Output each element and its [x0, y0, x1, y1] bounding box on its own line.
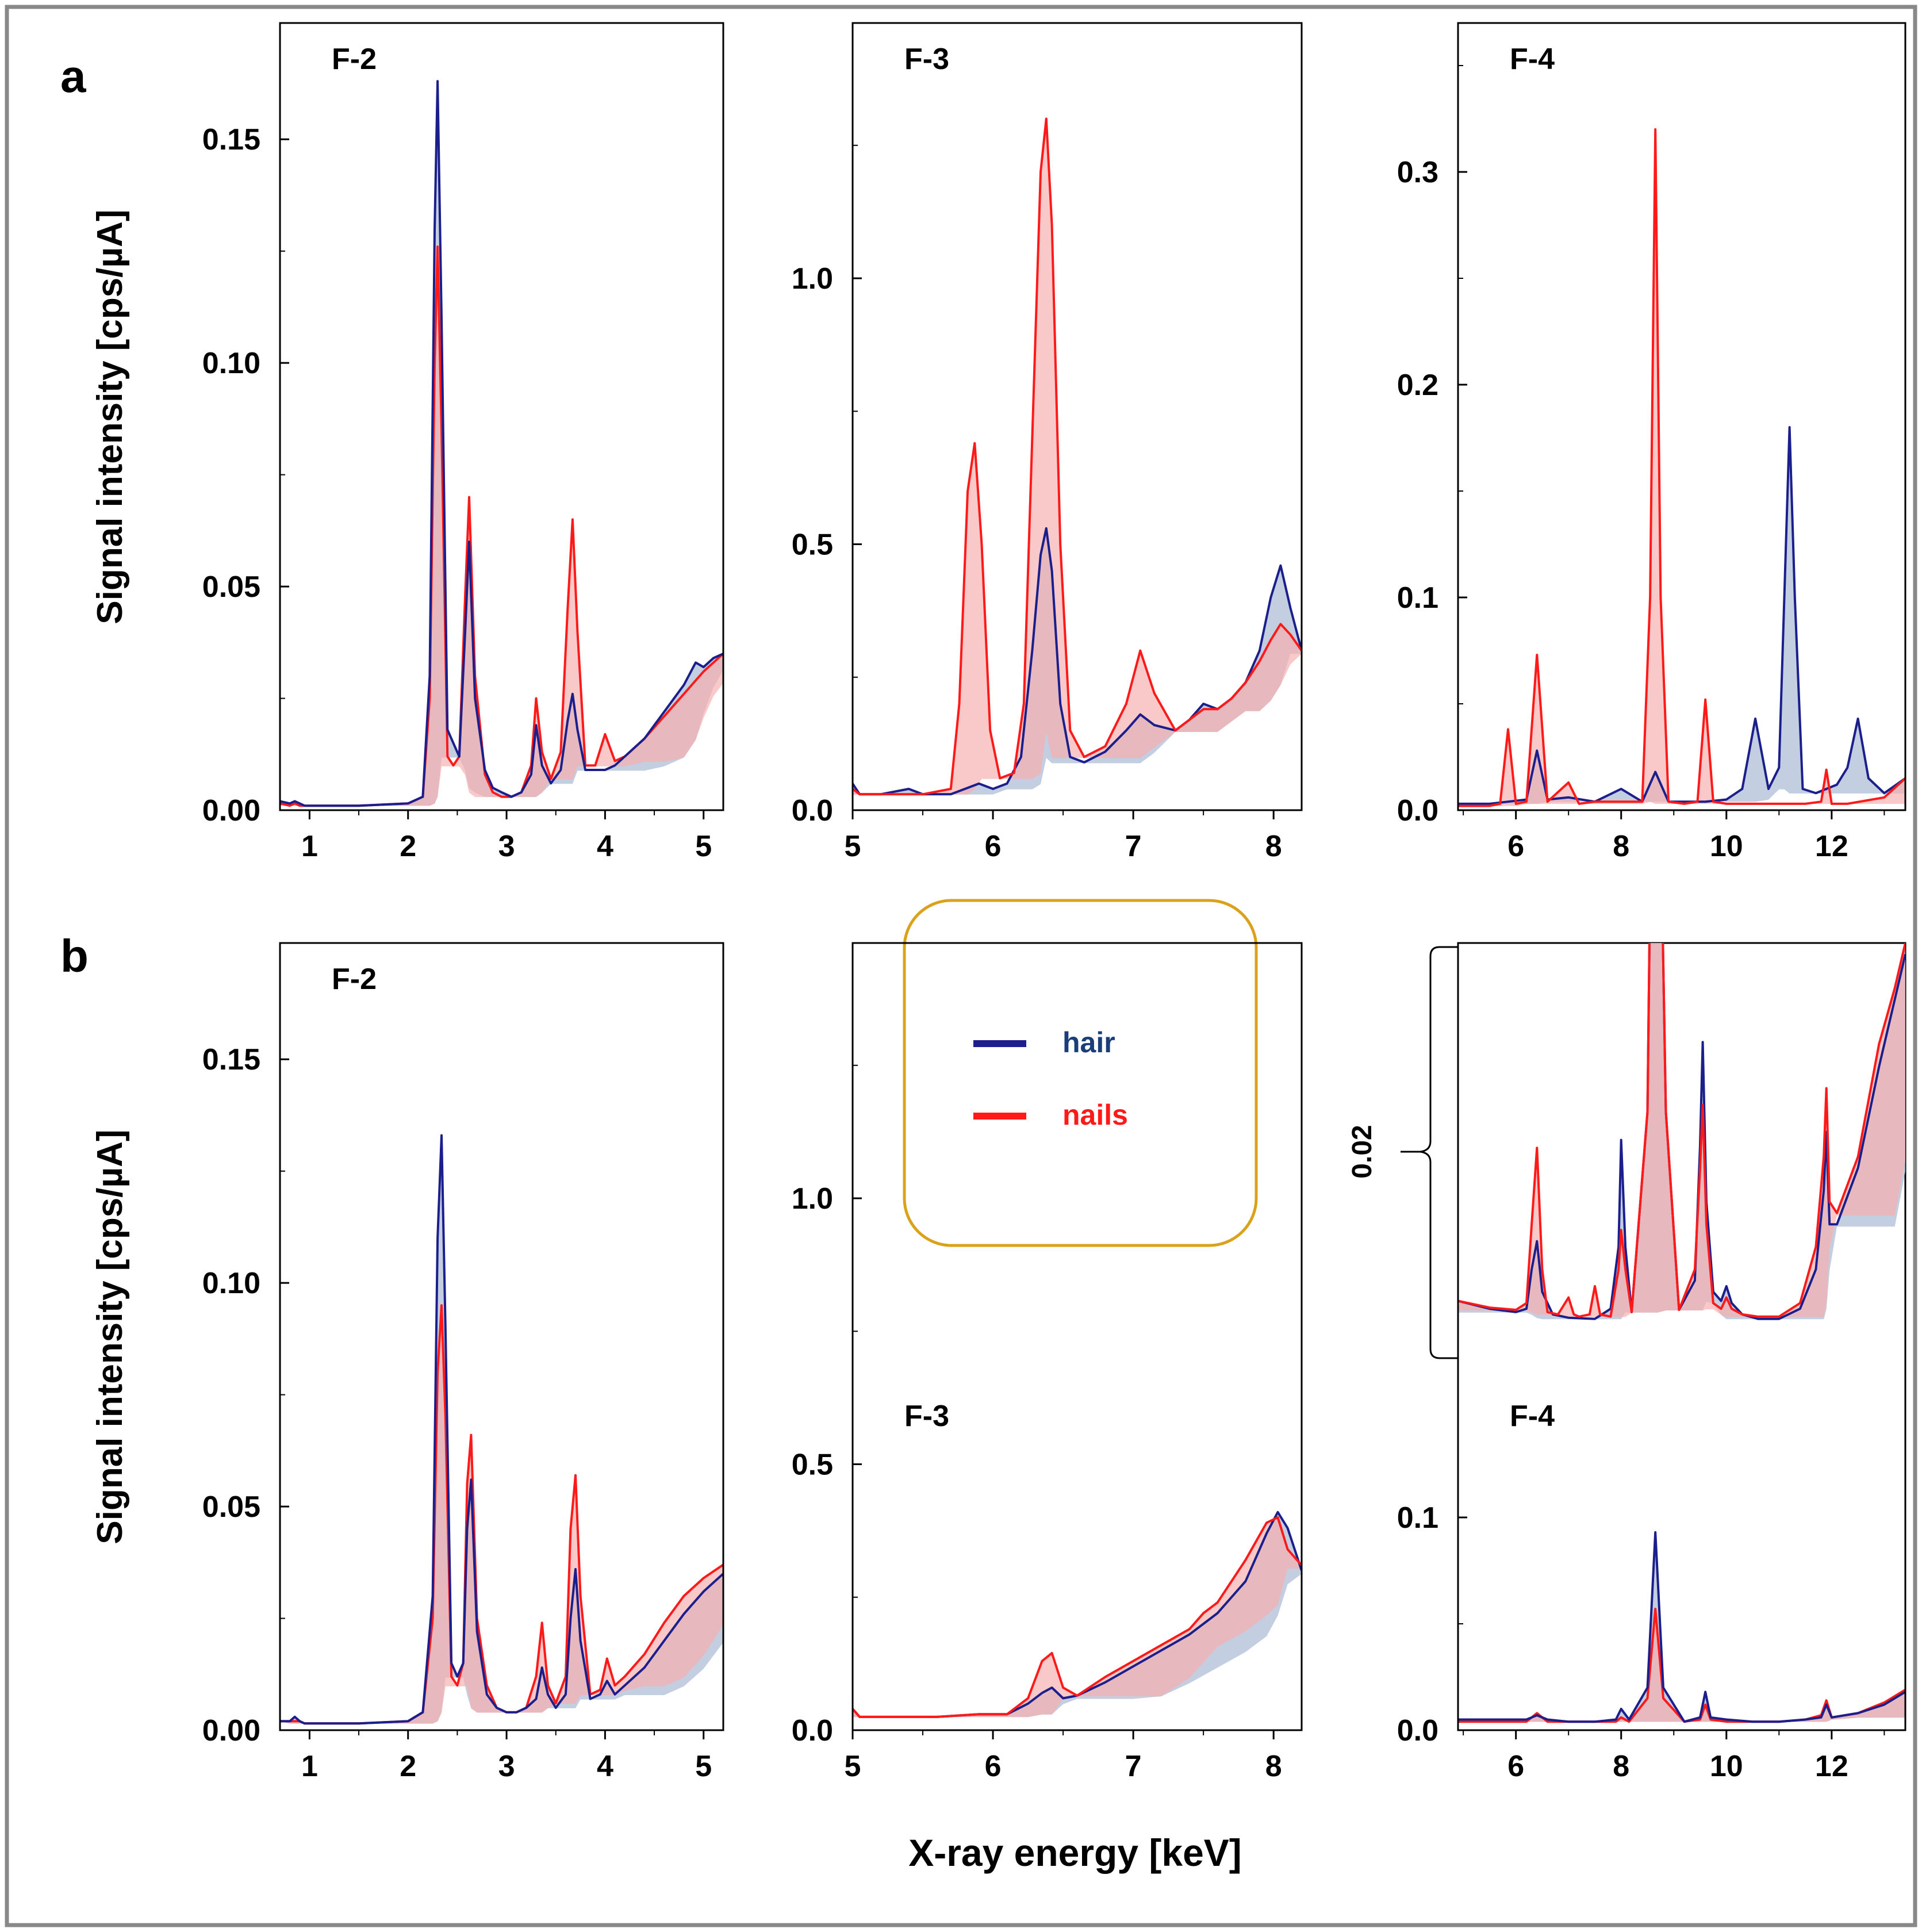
y-tick-label: 0.05: [202, 570, 260, 604]
x-tick-label: 8: [1265, 1750, 1282, 1783]
series-line-nails: [853, 117, 1302, 796]
series-fill-nails: [853, 118, 1302, 795]
x-tick-label: 1: [301, 830, 318, 863]
y-tick-label: 0.10: [202, 1267, 260, 1300]
y-tick-label: 0.10: [202, 347, 260, 380]
y-tick-label: 0.5: [792, 1448, 833, 1482]
plot-area: [853, 117, 1302, 796]
series-fill-hair: [1458, 427, 1905, 804]
x-tick-label: 7: [1125, 1750, 1142, 1783]
panel-b-f2: 0.00 0.05 0.10 0.15 1 2 3 4 5 F-2: [202, 942, 724, 1783]
y-tick-label: 0.05: [202, 1490, 260, 1524]
x-tick-label: 12: [1815, 1750, 1848, 1783]
panel-title: F-4: [1510, 1400, 1555, 1433]
axes-frame: [851, 22, 1303, 811]
legend-label-nails: nails: [1062, 1099, 1128, 1131]
y-tick-label: 1.0: [792, 1182, 833, 1216]
panel-label-a: a: [60, 51, 86, 102]
series-line-nails: [1458, 128, 1905, 807]
series-line-hair: [1458, 943, 1905, 1320]
plot-area: [1458, 128, 1905, 807]
panel-label-b: b: [60, 930, 89, 982]
x-tick-label: 3: [498, 830, 515, 863]
panel-b-f3: 0.0 0.5 1.0 5 6 7 8 F-3: [792, 942, 1303, 1783]
x-tick-label: 5: [845, 1750, 861, 1783]
x-tick-label: 4: [597, 1750, 613, 1783]
panel-b-f4-inset: [1457, 943, 1905, 1337]
x-tick-label: 5: [695, 830, 712, 863]
y-tick-label: 0.0: [1397, 1714, 1438, 1747]
x-tick-label: 1: [301, 1750, 318, 1783]
x-tick-label: 12: [1815, 830, 1848, 863]
y-tick-label: 0.1: [1397, 1501, 1438, 1535]
x-tick-label: 6: [985, 830, 1002, 863]
y-tick-label: 0.0: [1397, 794, 1438, 827]
axes-frame: [1457, 22, 1906, 811]
y-tick-label: 0.00: [202, 1714, 260, 1747]
series-fill-nails: [853, 1517, 1302, 1718]
x-tick-label: 3: [498, 1750, 515, 1783]
panel-title: F-3: [904, 1400, 949, 1433]
panel-a-f4: 0.0 0.1 0.2 0.3 6 8 10 12 F-4: [1397, 22, 1906, 863]
inset-brace: [1401, 946, 1458, 1359]
axes-frame: [279, 22, 724, 811]
legend-box: hair nails: [903, 899, 1258, 1247]
panel-title: F-2: [332, 963, 377, 996]
panel-b-f4: 0.0 0.1 6 8 10 12 F-4: [1397, 942, 1906, 1783]
x-tick-label: 8: [1265, 830, 1282, 863]
plot-area: [1458, 1531, 1905, 1723]
inset-tick-label: 0.02: [1347, 1125, 1378, 1178]
y-tick-label: 0.0: [792, 794, 833, 827]
plot-area: [1458, 943, 1905, 1320]
x-tick-label: 5: [845, 830, 861, 863]
y-tick-label: 0.1: [1397, 581, 1438, 615]
x-tick-label: 2: [400, 1750, 416, 1783]
panel-title: F-3: [904, 43, 949, 76]
y-tick-label: 0.15: [202, 1043, 260, 1076]
legend-label-hair: hair: [1062, 1026, 1115, 1059]
series-fill-nails: [280, 246, 723, 806]
y-tick-label: 0.2: [1397, 369, 1438, 402]
series-line-hair: [280, 1134, 723, 1725]
x-axis-label: X-ray energy [keV]: [908, 1831, 1242, 1874]
plot-area: [280, 80, 723, 807]
y-tick-label: 0.3: [1397, 156, 1438, 189]
y-tick-label: 0.00: [202, 794, 260, 827]
y-axis-label-a: Signal intensity [cps/µA]: [90, 209, 130, 624]
x-tick-label: 8: [1613, 830, 1629, 863]
x-tick-label: 6: [1507, 830, 1524, 863]
axes-frame: [851, 942, 1303, 1731]
x-tick-label: 6: [985, 1750, 1002, 1783]
y-tick-label: 1.0: [792, 262, 833, 296]
panel-title: F-2: [332, 43, 377, 76]
panel-title: F-4: [1510, 43, 1555, 76]
y-axis-label-b: Signal intensity [cps/µA]: [90, 1129, 130, 1544]
plot-area: [853, 1511, 1302, 1718]
x-tick-label: 8: [1613, 1750, 1629, 1783]
x-tick-label: 2: [400, 830, 416, 863]
series-line-nails: [853, 1516, 1302, 1718]
x-tick-label: 5: [695, 1750, 712, 1783]
panel-a-f2: 0.00 0.05 0.10 0.15 1 2 3 4 5 F-2: [202, 22, 724, 863]
x-tick-label: 7: [1125, 830, 1142, 863]
axes-frame: [279, 942, 724, 1731]
series-line-nails: [1458, 943, 1905, 1318]
series-line-hair: [280, 80, 723, 807]
x-tick-label: 10: [1710, 1750, 1743, 1783]
x-tick-label: 10: [1710, 830, 1743, 863]
panel-a-f3: 0.0 0.5 1.0 5 6 7 8 F-3: [792, 22, 1303, 863]
series-line-hair: [1458, 1531, 1905, 1723]
x-tick-label: 6: [1507, 1750, 1524, 1783]
y-tick-label: 0.5: [792, 528, 833, 562]
y-tick-label: 0.15: [202, 123, 260, 156]
x-tick-label: 4: [597, 830, 613, 863]
plot-area: [280, 1134, 723, 1725]
y-tick-label: 0.0: [792, 1714, 833, 1747]
